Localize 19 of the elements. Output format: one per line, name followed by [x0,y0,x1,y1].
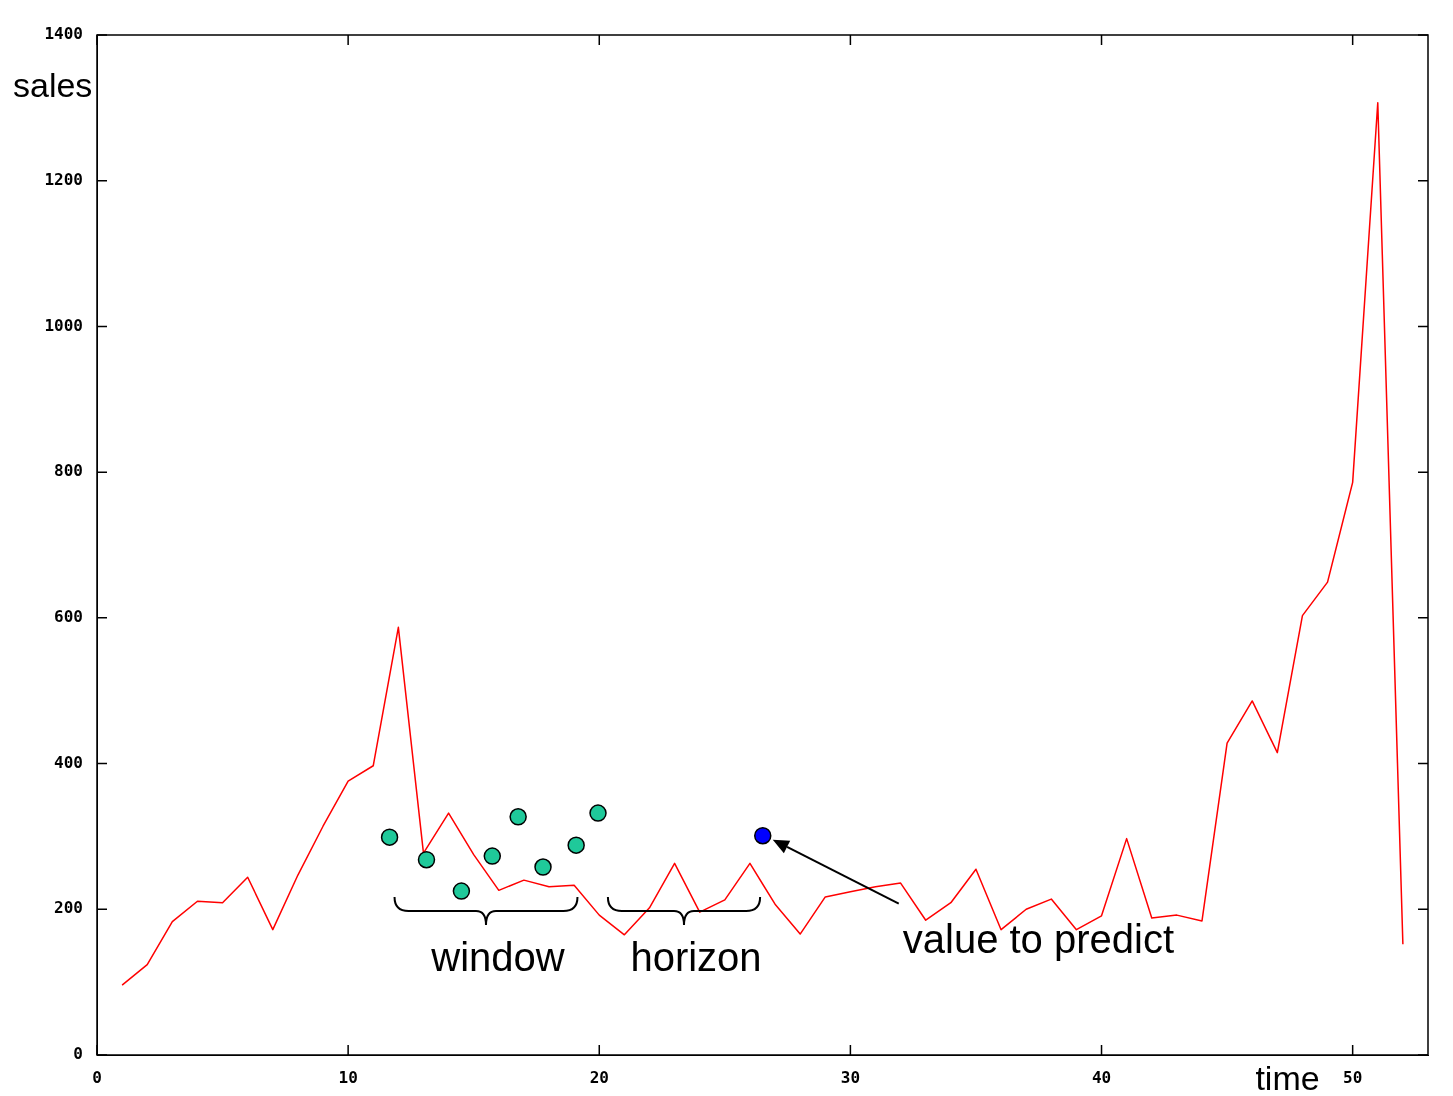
y-tick-label: 1000 [44,315,83,335]
x-tick-label: 0 [92,1067,102,1087]
y-tick-label: 600 [54,607,83,627]
y-axis-title: sales [13,66,93,104]
x-tick-label: 50 [1343,1067,1363,1087]
annotation: value to predict [902,916,1175,961]
annotation: window [430,935,565,979]
x-tick-label: 30 [840,1067,861,1087]
annotation: horizon [630,935,762,979]
x-tick-label: 20 [589,1067,609,1087]
x-axis-title: time [1255,1059,1320,1096]
y-tick-label: 200 [54,898,83,918]
y-tick-label: 0 [73,1044,83,1064]
y-tick-label: 1200 [44,169,83,189]
y-tick-label: 800 [54,461,83,481]
y-tick-label: 400 [54,752,83,772]
y-tick-label: 1400 [44,24,83,44]
x-tick-label: 10 [338,1067,358,1087]
x-tick-label: 40 [1091,1067,1112,1087]
